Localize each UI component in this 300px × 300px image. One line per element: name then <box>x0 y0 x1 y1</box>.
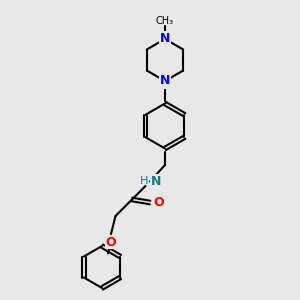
Text: O: O <box>106 236 116 248</box>
Text: N: N <box>160 32 170 46</box>
Text: N: N <box>160 74 170 88</box>
Text: CH₃: CH₃ <box>156 16 174 26</box>
Text: N: N <box>151 175 161 188</box>
Text: O: O <box>154 196 164 209</box>
Text: H: H <box>140 176 148 187</box>
